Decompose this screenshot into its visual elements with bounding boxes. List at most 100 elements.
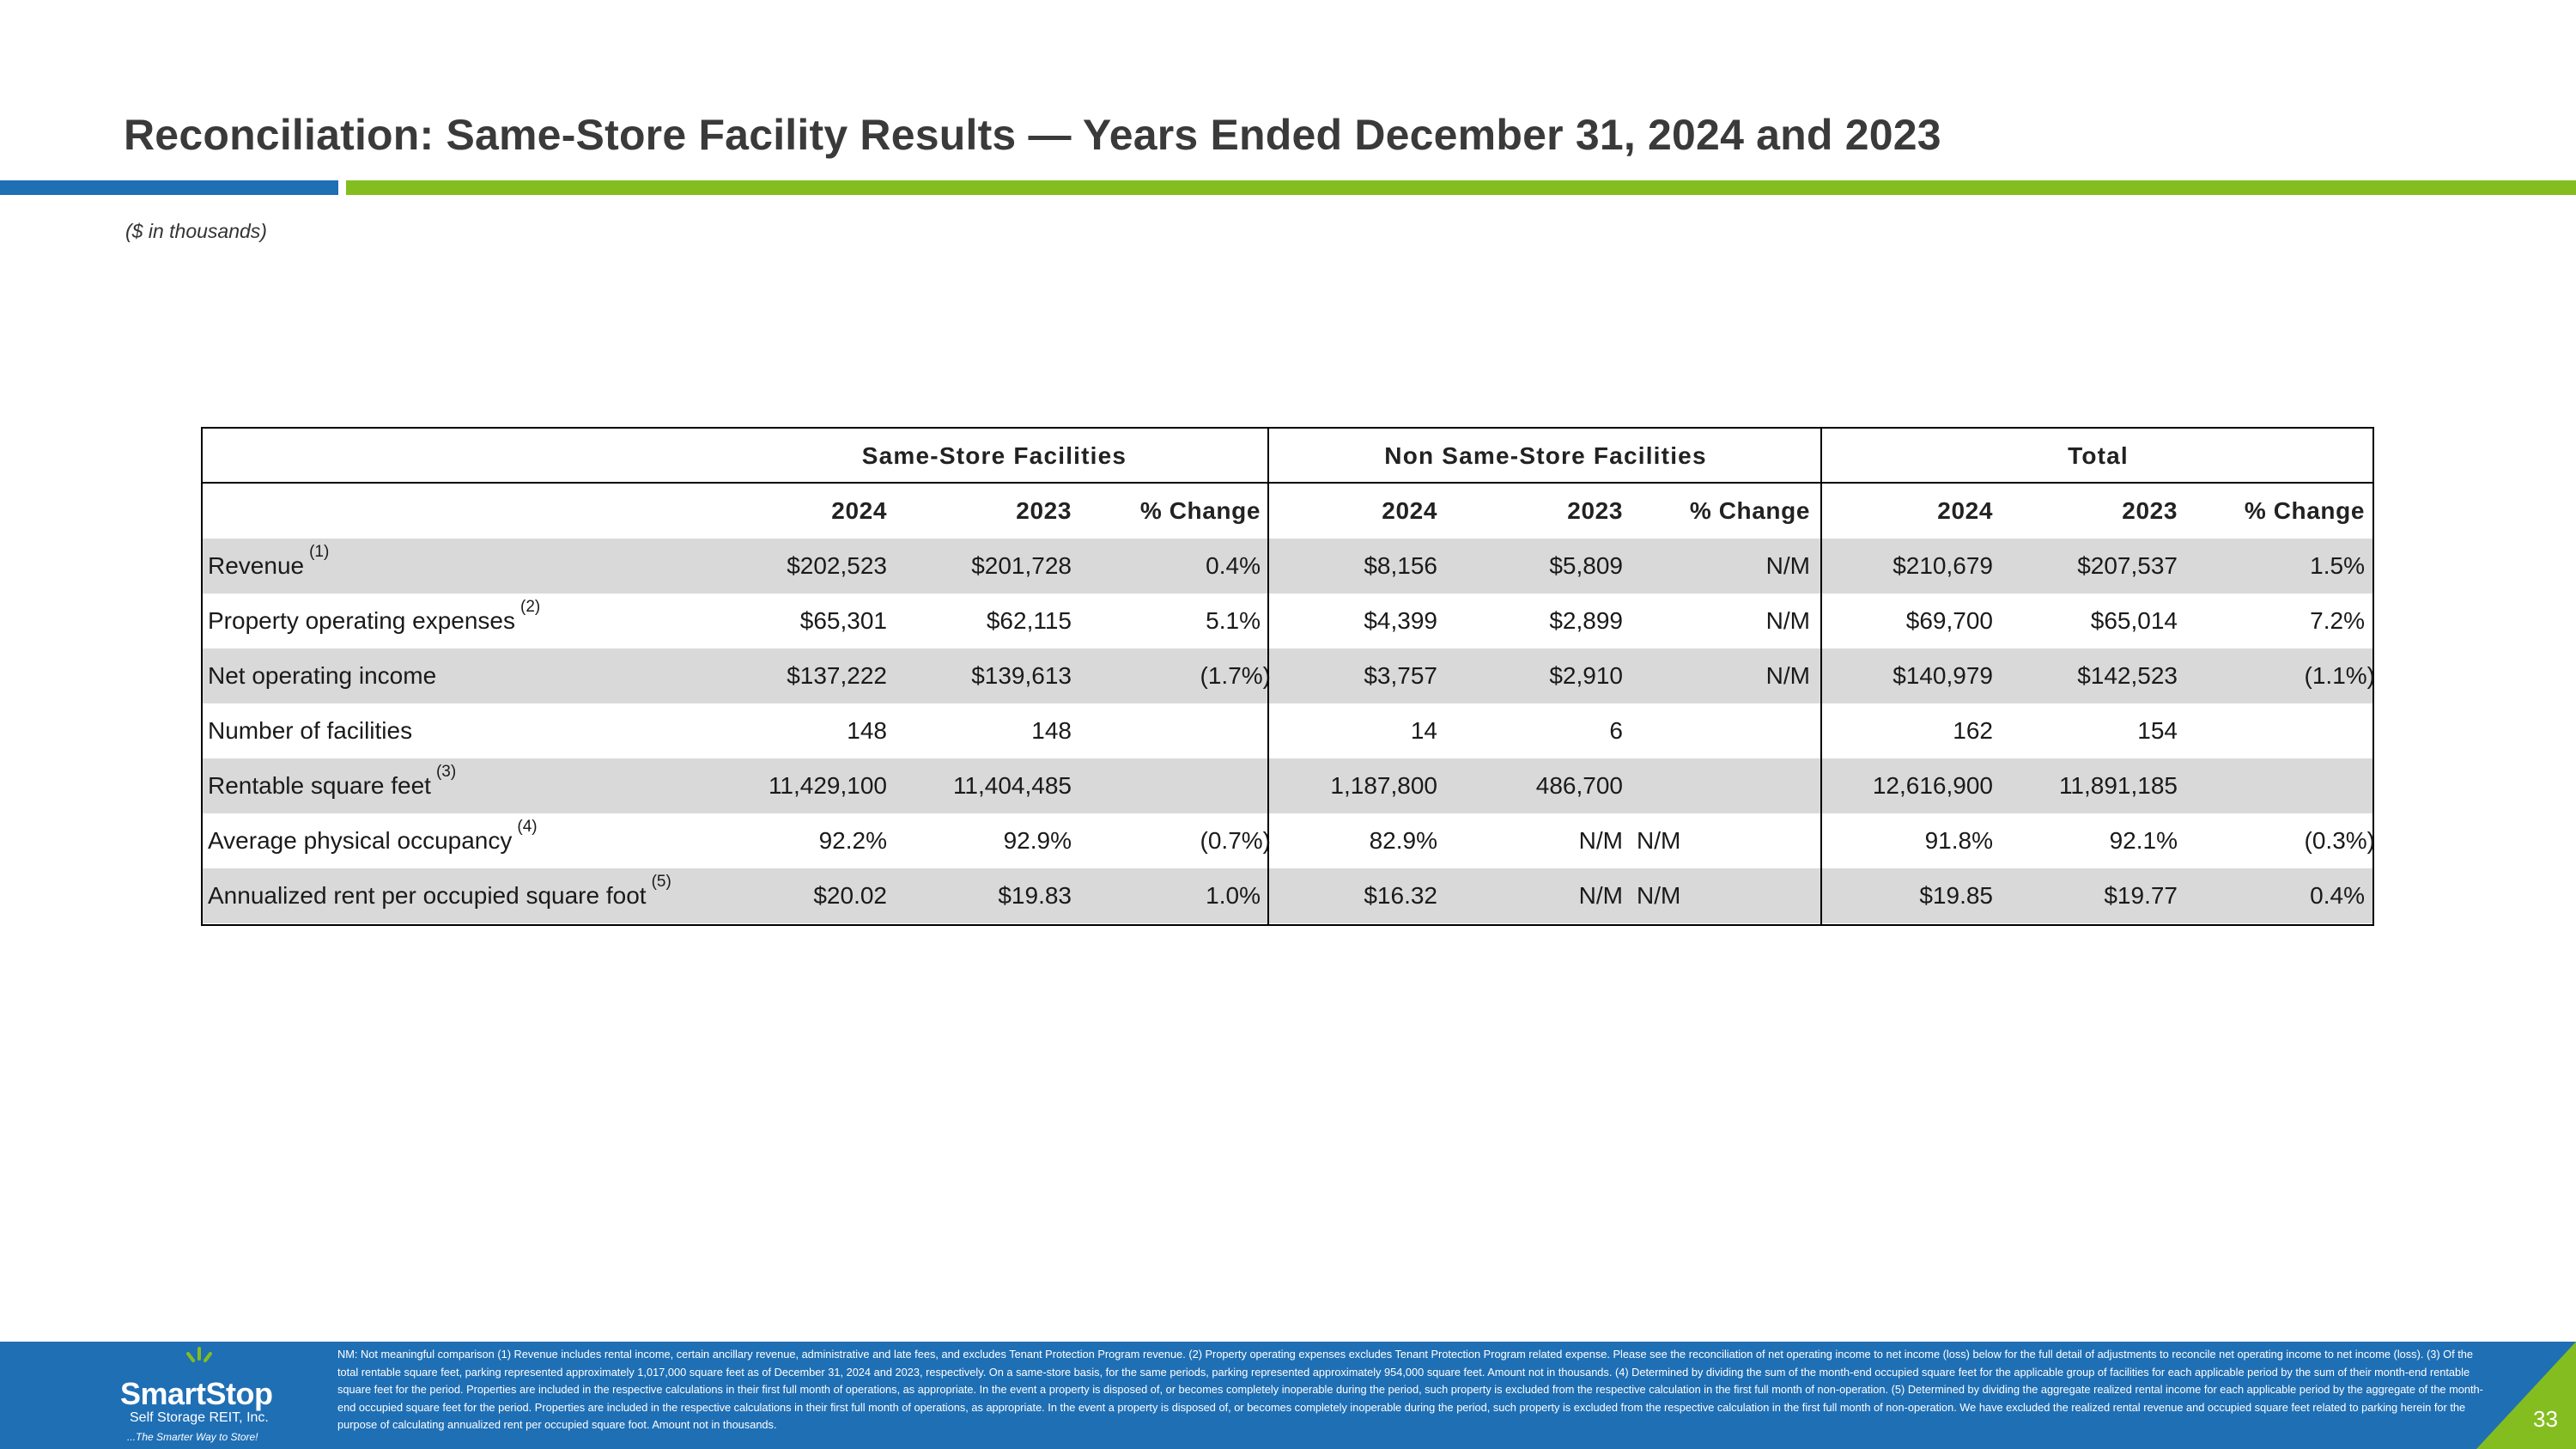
row-label-text: Number of facilities [208,717,413,744]
col-header-nss-2023: 2023 [1567,497,1623,524]
page-number: 33 [2533,1406,2558,1432]
table-row: Property operating expenses (2) $65,301 $62… [203,594,2372,648]
table-cell-nss-change: N/M [1637,882,1681,909]
table-cell-ss-change: 5.1% [1206,607,1261,634]
table-cell-nss-2023: $2,899 [1549,607,1623,634]
table-cell-ss-change [1072,758,1261,813]
table-cell-nss-2024: 14 [1410,717,1437,744]
group-header-same-store: Same-Store Facilities [861,442,1127,469]
group-header-non-same-store: Non Same-Store Facilities [1384,442,1707,469]
table-cell-nss-change [1621,758,1810,813]
table-cell-total-2024: 162 [1953,717,1993,744]
table-cell-total-change: 0.4% [2310,882,2365,909]
table-cell-total-2024: 91.8% [1924,827,1993,854]
table-cell-nss-2023: N/M [1578,882,1623,909]
table-cell-total-2024: 12,616,900 [1872,772,1993,799]
table-cell-nss-2024: $16.32 [1364,882,1437,909]
footnote-marker: (5) [651,873,671,891]
col-header-nss-2024: 2024 [1382,497,1437,524]
table-cell-total-2023: 11,891,185 [2058,772,2178,799]
table-cell-nss-2024: $4,399 [1364,607,1437,634]
results-table: Revenue(1) $202,523 $201,728 0.4% $8,156 $5,8… [201,427,2375,926]
table-cell-nss-2023: $5,809 [1549,552,1623,579]
table-cell-ss-2024: $20.02 [813,882,887,909]
table-row: Net operating income $137,222 $139,613 (1.7… [203,648,2375,703]
row-label-text: Revenue [208,552,305,579]
table-cell-total-change: 1.5% [2310,552,2365,579]
table-cell-ss-2023: $62,115 [986,607,1072,634]
row-label: Revenue(1) [208,539,329,594]
group-divider-1 [1267,429,1269,924]
table-cell-nss-change: N/M [1765,607,1810,634]
footnote-marker: (3) [435,763,457,781]
row-label-text: Annualized rent per occupied square foot [208,882,647,909]
footnote-marker: (4) [517,818,538,836]
table-row: Average physical occupancy(4) 92.2% 92.9% (… [203,813,2375,868]
table-cell-ss-change: (1.7%) [1200,662,1271,689]
company-logo-subline: Self Storage REIT, Inc. [130,1410,269,1425]
table-cell-ss-change: 1.0% [1206,882,1261,909]
table-cell-nss-2023: $2,910 [1549,662,1623,689]
page-title: Reconciliation: Same-Store Facility Resu… [124,111,1941,159]
table-cell-nss-2024: $8,156 [1364,552,1437,579]
col-header-ss-2024: 2024 [831,497,887,524]
units-note: ($ in thousands) [125,220,267,242]
table-cell-ss-2023: $139,613 [971,662,1072,689]
group-header-total: Total [2068,442,2129,469]
table-cell-ss-2024: 148 [847,717,887,744]
title-rule-blue [0,180,338,195]
row-label-text: Average physical occupancy [208,827,513,854]
table-cell-ss-2024: 11,429,100 [768,772,887,799]
row-label-text: Net operating income [208,662,437,689]
table-row: Number of facilities 148 148 14 6 162 154 [203,703,2372,758]
table-cell-total-2023: 154 [2137,717,2178,744]
company-logo: SmartStop [120,1376,273,1411]
table-cell-ss-2024: $202,523 [787,552,887,579]
table-cell-total-2024: $140,979 [1893,662,1993,689]
table-cell-nss-change [1621,703,1810,758]
table-cell-nss-change: N/M [1765,662,1810,689]
company-logo-tagline: ...The Smarter Way to Store! [127,1431,258,1443]
table-cell-total-2023: $207,537 [2077,552,2178,579]
footnotes: NM: Not meaningful comparison (1) Revenu… [337,1348,2483,1431]
footer-band [0,1342,2576,1449]
table-row: Revenue(1) $202,523 $201,728 0.4% $8,156 $5,8… [203,539,2372,594]
table-cell-nss-2023: 6 [1609,717,1623,744]
table-cell-nss-2024: 82.9% [1369,827,1437,854]
table-cell-ss-2024: 92.2% [818,827,887,854]
table-row: Annualized rent per occupied square foot… [203,868,2372,923]
table-cell-ss-2024: $65,301 [799,607,887,634]
table-cell-nss-change: N/M [1637,827,1681,854]
table-cell-nss-2024: 1,187,800 [1330,772,1437,799]
table-cell-total-2024: $210,679 [1893,552,1993,579]
table-cell-nss-2023: 486,700 [1535,772,1623,799]
table-cell-nss-change: N/M [1765,552,1810,579]
table-cell-ss-2024: $137,222 [787,662,887,689]
table-cell-ss-change: (0.7%) [1200,827,1271,854]
table-group-header-row: Same-Store Facilities Non Same-Store Fac… [203,429,2372,484]
table-cell-total-change [2176,703,2365,758]
table-cell-ss-2023: 148 [1031,717,1072,744]
table-cell-total-2023: $19.77 [2104,882,2178,909]
table-cell-ss-2023: $19.83 [998,882,1072,909]
row-label: Net operating income [208,648,436,703]
row-label-text: Property operating expenses [208,607,515,634]
page-corner-accent [2476,1342,2576,1449]
col-header-ss-2023: 2023 [1016,497,1072,524]
table-cell-nss-2023: N/M [1578,827,1623,854]
logo-sparkle-icon [186,1347,212,1362]
col-header-total-change: % Change [2244,497,2365,524]
row-label: Annualized rent per occupied square foot… [208,868,671,923]
title-rule-green [346,180,2576,195]
table-cell-total-2024: $69,700 [1905,607,1993,634]
table-cell-total-change: (1.1%) [2304,662,2375,689]
table-cell-total-change: 7.2% [2310,607,2365,634]
footnote-marker: (2) [520,598,541,616]
row-label: Rentable square feet(3) [208,758,456,813]
table-cell-ss-change [1072,703,1261,758]
row-label: Average physical occupancy(4) [208,813,538,868]
col-header-total-2023: 2023 [2122,497,2178,524]
row-label: Number of facilities [208,703,412,758]
table-cell-total-change: (0.3%) [2304,827,2375,854]
table-cell-ss-change: 0.4% [1206,552,1261,579]
